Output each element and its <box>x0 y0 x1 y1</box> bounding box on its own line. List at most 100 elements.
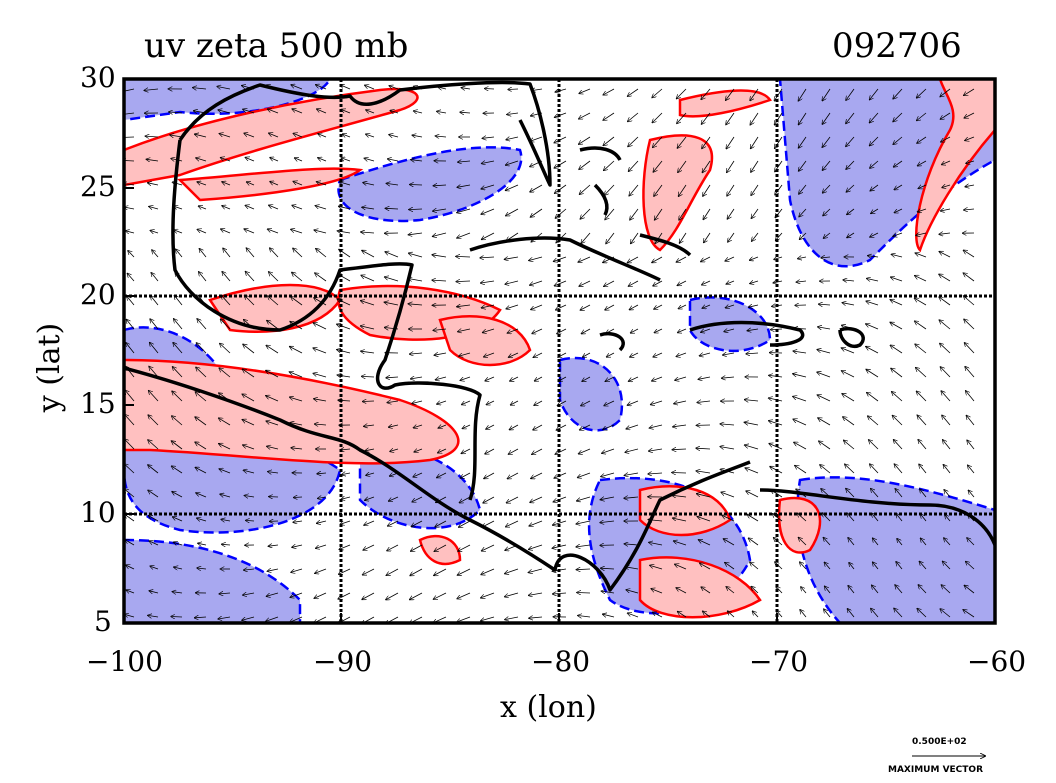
wind-vector <box>432 280 447 281</box>
wind-vector <box>842 325 855 330</box>
wind-vector <box>149 367 159 378</box>
wind-vector <box>195 134 207 137</box>
wind-vector <box>174 230 183 233</box>
wind-vector <box>919 562 927 570</box>
wind-vector <box>482 161 495 164</box>
wind-vector <box>246 520 255 521</box>
wind-vector <box>720 424 735 425</box>
wind-vector <box>149 207 159 210</box>
wind-vector <box>964 250 975 258</box>
wind-vector <box>752 232 759 241</box>
wind-vector <box>918 585 927 594</box>
wind-vector <box>603 112 615 120</box>
wind-vector <box>939 297 951 306</box>
wind-vector <box>290 423 303 425</box>
wind-vector <box>506 184 519 190</box>
wind-vector <box>222 544 231 545</box>
wind-vector <box>893 112 903 122</box>
wind-vector <box>965 343 975 354</box>
wind-vector <box>410 353 423 354</box>
wind-vector <box>218 617 231 619</box>
wind-vector <box>172 492 183 498</box>
wind-vector <box>703 184 711 196</box>
wind-vector <box>459 352 471 356</box>
wind-vector <box>968 490 975 498</box>
wind-vector <box>825 586 831 594</box>
wind-vector <box>291 448 303 449</box>
wind-vector <box>365 449 375 451</box>
wind-vector <box>603 424 615 430</box>
wind-vector <box>651 589 663 594</box>
wind-vector <box>531 113 543 116</box>
wind-vector <box>482 304 495 308</box>
wind-vector <box>702 305 711 308</box>
wind-vector <box>531 472 543 479</box>
wind-vector <box>871 609 879 618</box>
wind-vector <box>604 160 615 170</box>
wind-vector <box>944 490 951 498</box>
y-tick-label: 20 <box>80 278 116 311</box>
wind-vector <box>700 563 711 570</box>
wind-vector <box>654 184 663 196</box>
wind-vector <box>171 159 183 162</box>
wind-vector <box>824 609 831 618</box>
wind-vector <box>579 160 591 169</box>
wind-vector <box>867 279 879 282</box>
wind-vector <box>600 497 615 500</box>
wind-vector <box>943 440 951 450</box>
wind-vector <box>553 520 567 525</box>
wind-vector <box>386 592 399 600</box>
wind-vector <box>292 109 303 114</box>
y-axis-label: y (lat) <box>32 322 68 413</box>
wind-vector <box>124 464 135 474</box>
wind-vector <box>800 562 807 570</box>
wind-vector <box>628 256 639 263</box>
wind-vector <box>848 586 855 594</box>
wind-vector <box>144 89 159 90</box>
wind-vector <box>702 280 711 285</box>
wind-vector <box>218 110 231 114</box>
wind-vector <box>434 353 447 355</box>
wind-vector <box>343 134 351 137</box>
wind-vector <box>602 591 615 593</box>
wind-vector <box>438 448 447 453</box>
wind-vector <box>871 489 879 498</box>
wind-vector <box>505 257 519 259</box>
wind-vector <box>530 136 543 141</box>
wind-vector <box>337 299 351 306</box>
wind-vector <box>173 367 183 378</box>
wind-vector <box>438 87 447 89</box>
wind-vector <box>630 352 639 357</box>
wind-vector <box>744 422 759 425</box>
wind-vector <box>172 466 183 474</box>
wind-vector <box>579 88 591 93</box>
wind-vector <box>727 160 735 172</box>
wind-vector <box>893 88 903 99</box>
wind-vector <box>365 497 375 500</box>
wind-vector <box>269 272 279 282</box>
wind-vector <box>697 494 711 498</box>
wind-vector <box>314 230 327 234</box>
wind-vector <box>291 568 303 572</box>
y-tick-label: 15 <box>80 387 116 420</box>
wind-vector <box>745 400 759 401</box>
wind-vector <box>602 448 615 453</box>
wind-vector <box>531 208 543 217</box>
wind-vector <box>628 88 639 96</box>
wind-vector <box>918 185 927 188</box>
wind-vector <box>221 519 231 521</box>
wind-vector <box>606 328 615 333</box>
wind-vector <box>722 515 735 522</box>
wind-vector <box>796 489 807 498</box>
wind-vector <box>848 538 855 546</box>
wind-vector <box>701 587 711 594</box>
wind-vector <box>726 305 735 308</box>
wind-vector <box>510 424 519 430</box>
wind-vector <box>482 137 495 138</box>
wind-vector <box>505 617 519 620</box>
wind-vector <box>389 135 399 137</box>
wind-vector <box>648 473 663 474</box>
wind-vector <box>775 112 783 125</box>
wind-vector <box>653 352 663 357</box>
wind-vector <box>942 415 951 426</box>
